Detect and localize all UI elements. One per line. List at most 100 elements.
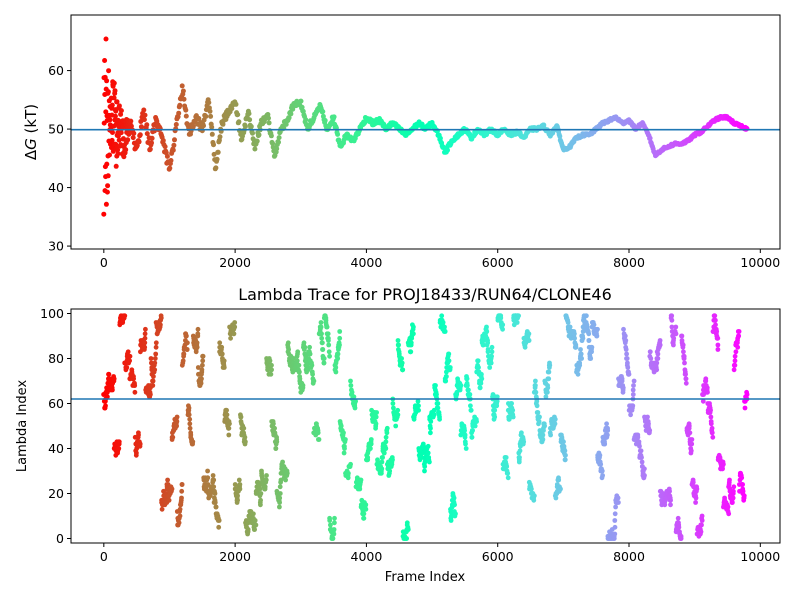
- bottom-data-point: [494, 394, 500, 400]
- bottom-data-point: [467, 392, 473, 397]
- top-data-point: [207, 108, 213, 114]
- top-data-point: [123, 147, 129, 153]
- bottom-data-point: [153, 351, 159, 357]
- top-data-point: [235, 112, 241, 118]
- bottom-data-point: [381, 450, 387, 456]
- bottom-data-point: [158, 315, 164, 321]
- bottom-data-point: [597, 452, 603, 458]
- top-data-point: [115, 133, 121, 139]
- bottom-data-point: [166, 497, 172, 503]
- bottom-data-point: [285, 340, 291, 346]
- top-data-point: [110, 130, 115, 135]
- bottom-data-point: [194, 344, 200, 350]
- top-x-axis: 0 2000 4000 6000 8000 10000: [100, 249, 780, 270]
- top-data-point: [107, 152, 112, 158]
- bottom-data-point: [253, 522, 259, 528]
- bottom-data-point: [522, 344, 528, 350]
- bottom-data-point: [267, 358, 273, 364]
- bottom-data-point: [731, 367, 737, 373]
- bottom-data-point: [232, 320, 238, 325]
- bottom-data-point: [595, 326, 600, 332]
- bottom-data-point: [252, 527, 257, 532]
- bottom-data-point: [463, 446, 469, 451]
- bottom-data-point: [519, 430, 524, 436]
- bottom-data-point: [579, 356, 584, 361]
- bottom-data-point: [489, 349, 495, 355]
- bottom-data-point: [540, 432, 546, 438]
- bottom-data-point: [411, 324, 416, 330]
- top-data-point: [109, 102, 115, 108]
- bottom-data-point: [726, 511, 732, 517]
- top-data-point: [270, 141, 276, 146]
- bottom-data-point: [668, 497, 673, 503]
- bottom-data-point: [129, 367, 135, 373]
- bottom-data-point: [307, 344, 312, 350]
- top-points: [101, 36, 750, 217]
- bottom-data-point: [700, 398, 706, 404]
- top-data-point: [233, 101, 239, 107]
- bottom-data-point: [320, 347, 326, 352]
- bottom-data-point: [142, 340, 148, 346]
- bottom-data-point: [591, 322, 597, 328]
- bottom-data-point: [731, 488, 736, 494]
- bottom-data-point: [186, 405, 192, 411]
- bottom-data-point: [504, 464, 510, 469]
- bottom-data-point: [200, 353, 206, 359]
- top-data-point: [256, 132, 262, 138]
- top-data-point: [107, 117, 113, 123]
- bottom-data-point: [324, 324, 330, 330]
- bottom-data-point: [150, 383, 156, 388]
- bottom-data-point: [262, 484, 268, 490]
- bottom-data-point: [533, 383, 538, 388]
- bottom-data-point: [489, 344, 495, 350]
- top-y-tick-label: 30: [48, 239, 64, 254]
- bottom-data-point: [540, 437, 546, 442]
- top-data-point: [149, 140, 154, 146]
- bottom-data-point: [237, 482, 243, 487]
- top-y-tick-label: 40: [48, 180, 64, 195]
- top-data-point: [236, 119, 242, 125]
- top-data-point: [116, 103, 122, 109]
- top-data-point: [170, 147, 176, 153]
- bottom-data-point: [110, 387, 115, 393]
- bottom-data-point: [732, 362, 738, 368]
- bottom-data-point: [179, 495, 184, 501]
- bottom-data-point: [612, 518, 618, 523]
- bottom-data-point: [348, 378, 353, 384]
- bottom-data-point: [638, 448, 644, 454]
- bottom-data-point: [500, 326, 505, 332]
- bottom-data-point: [264, 473, 269, 478]
- bottom-data-point: [411, 331, 416, 337]
- top-data-point: [111, 95, 117, 101]
- bottom-data-point: [228, 335, 234, 341]
- bottom-data-point: [152, 356, 158, 361]
- bottom-data-point: [326, 349, 332, 355]
- bottom-data-point: [405, 527, 411, 532]
- bottom-data-point: [642, 466, 647, 472]
- bottom-data-point: [736, 333, 741, 339]
- top-data-point: [162, 144, 168, 150]
- bottom-data-point: [277, 500, 282, 505]
- bottom-data-point: [184, 347, 190, 352]
- bottom-data-point: [295, 349, 301, 355]
- bottom-data-point: [466, 387, 471, 393]
- bottom-data-point: [563, 452, 568, 458]
- bottom-data-point: [374, 410, 379, 415]
- bottom-data-point: [325, 331, 331, 337]
- bottom-data-point: [720, 466, 725, 472]
- top-data-point: [215, 149, 221, 155]
- bottom-data-point: [210, 473, 216, 478]
- top-data-point: [144, 122, 150, 128]
- bottom-data-point: [647, 349, 653, 355]
- top-x-tick-label: 4000: [351, 255, 383, 270]
- top-data-point: [109, 137, 115, 143]
- bottom-data-point: [494, 398, 500, 404]
- bottom-data-point: [297, 376, 303, 382]
- bottom-data-point: [190, 439, 196, 445]
- bottom-data-point: [730, 500, 735, 505]
- bottom-data-point: [517, 448, 523, 454]
- top-data-point: [298, 98, 304, 104]
- bottom-data-point: [578, 351, 584, 357]
- top-data-point: [142, 112, 148, 118]
- top-data-point: [118, 111, 124, 117]
